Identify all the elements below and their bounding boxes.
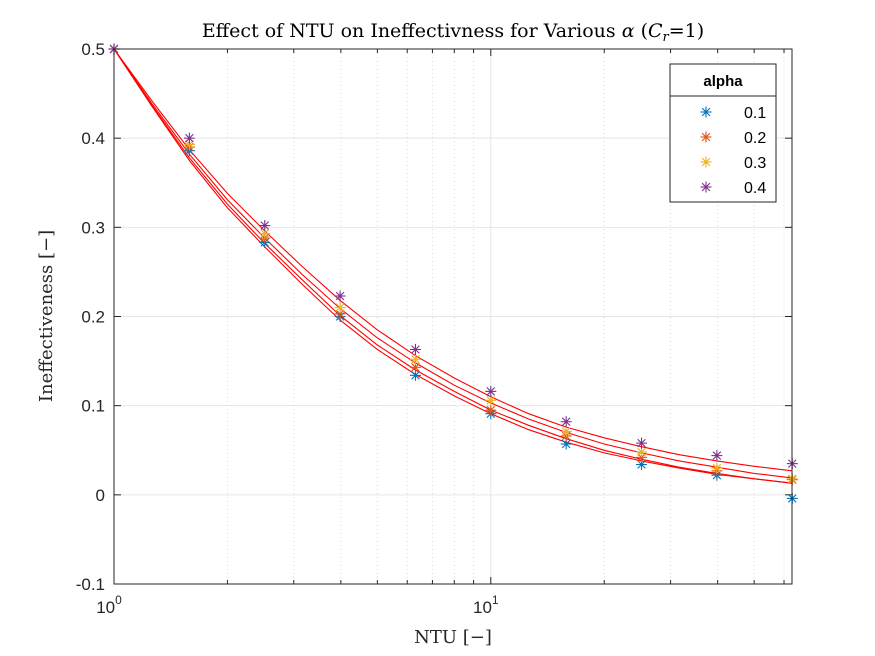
- legend-title: alpha: [703, 73, 743, 90]
- fit-curve: [113, 48, 793, 484]
- legend-entries: 0.1 0.2 0.3 0.4: [700, 105, 766, 197]
- y-axis-title: Ineffectiveness [−]: [36, 230, 57, 402]
- x-tick-label-base: 10: [96, 598, 115, 617]
- chart-title-prefix: Effect of NTU on Ineffectivness for Vari…: [202, 20, 622, 42]
- data-point-alpha-0-3: [334, 302, 346, 314]
- y-tick-label: 0.1: [81, 397, 105, 416]
- legend-label: 0.1: [744, 105, 766, 122]
- data-point-alpha-0-4: [259, 220, 271, 232]
- y-tick-label: 0.3: [81, 218, 105, 237]
- data-point-alpha-0-3: [409, 353, 421, 365]
- data-point-alpha-0-3: [560, 426, 572, 438]
- fit-curves: [113, 48, 793, 484]
- y-tick-label: -0.1: [76, 575, 105, 594]
- chart-title-c: C: [648, 20, 663, 42]
- fit-curve: [113, 48, 793, 472]
- data-point-alpha-0-4: [560, 416, 572, 428]
- y-tick-label: 0.4: [81, 129, 105, 148]
- y-tick-label: 0.2: [81, 308, 105, 327]
- x-tick-label-exponent: 1: [492, 593, 499, 607]
- legend-label: 0.2: [744, 130, 766, 147]
- legend-marker-0-4: [700, 181, 712, 193]
- data-point-alpha-0-4: [334, 290, 346, 302]
- legend-box: [669, 63, 777, 203]
- data-point-alpha-0-4: [485, 385, 497, 397]
- data-point-alpha-0-1: [560, 438, 572, 450]
- fit-curve: [113, 48, 793, 479]
- legend-marker-0-1: [700, 106, 712, 118]
- legend-marker-0-3: [700, 156, 712, 168]
- chart-title-close: =1): [669, 20, 704, 42]
- x-tick-label: 100: [96, 593, 122, 617]
- data-point-alpha-0-2: [485, 404, 497, 416]
- legend-marker-0-2: [700, 131, 712, 143]
- chart-title-open: (: [635, 20, 648, 42]
- data-point-alpha-0-4: [183, 132, 195, 144]
- x-tick-label: 101: [473, 593, 499, 617]
- y-tick-label: 0: [96, 486, 105, 505]
- chart-title-alpha: α: [622, 20, 635, 42]
- fit-curve: [113, 48, 793, 484]
- legend-label: 0.3: [744, 155, 766, 172]
- chart-title-c-sub: r: [663, 30, 670, 45]
- legend[interactable]: alpha 0.1 0.2 0.3 0.4: [669, 63, 777, 203]
- data-point-alpha-0-2: [409, 361, 421, 373]
- y-tick-label: 0.5: [81, 40, 105, 59]
- data-point-alpha-0-4: [711, 450, 723, 462]
- data-point-alpha-0-4: [409, 343, 421, 355]
- data-point-alpha-0-4: [636, 437, 648, 449]
- data-point-alpha-0-3: [711, 462, 723, 474]
- chart-title: Effect of NTU on Ineffectivness for Vari…: [202, 20, 704, 45]
- legend-label: 0.4: [744, 180, 766, 197]
- data-point-alpha-0-1: [409, 369, 421, 381]
- x-tick-label-base: 10: [473, 598, 492, 617]
- x-axis-title: NTU [−]: [414, 627, 492, 648]
- x-tick-label-exponent: 0: [115, 593, 122, 607]
